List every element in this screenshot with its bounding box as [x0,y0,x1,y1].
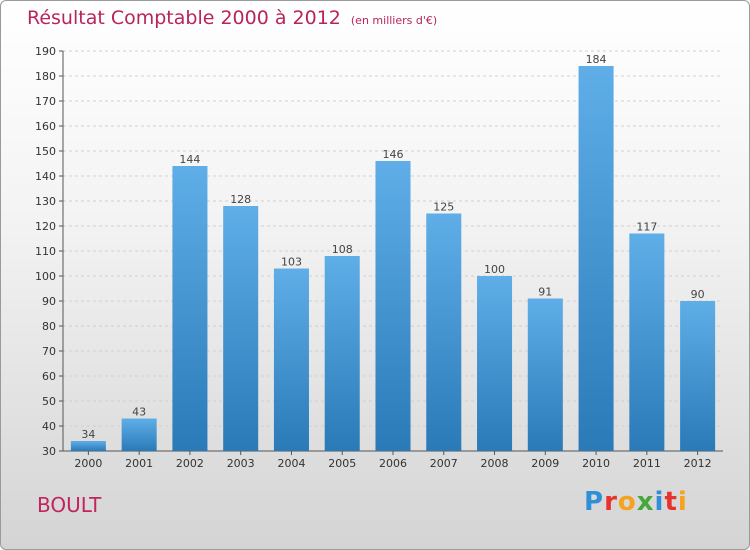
x-tick-label-2008: 2008 [481,457,509,470]
x-tick-label-2011: 2011 [633,457,661,470]
data-label-2004: 103 [281,256,302,269]
logo-letter: o [617,487,637,517]
y-tick-label: 190 [35,45,56,58]
data-label-2007: 125 [433,201,454,214]
y-tick-label: 170 [35,95,56,108]
data-label-2005: 108 [332,243,353,256]
y-tick-label: 90 [42,295,56,308]
bar-2009 [527,298,563,451]
bar-2004 [273,268,309,451]
bar-2011 [629,233,665,451]
chart-labels: 30 40 50 60 70 80 90 100 110 120 130 140 150 160 170 18… [35,45,712,470]
logo-letter: i [677,487,688,517]
bar-2003 [223,206,259,451]
logo-letter: i [654,487,665,517]
x-tick-label-2012: 2012 [684,457,712,470]
data-label-2011: 117 [636,221,657,234]
x-tick-label-2001: 2001 [125,457,153,470]
y-tick-label: 50 [42,395,56,408]
logo-letter: r [604,487,618,517]
logo-letter: t [664,487,678,517]
y-tick-label: 30 [42,445,56,458]
chart-title: Résultat Comptable 2000 à 2012 [27,7,341,29]
y-tick-label: 180 [35,70,56,83]
bar-2010 [578,66,614,451]
x-tick-label-2004: 2004 [277,457,305,470]
bar-2007 [426,213,462,451]
y-tick-label: 130 [35,195,56,208]
data-label-2001: 43 [132,406,146,419]
data-label-2006: 146 [383,148,404,161]
chart-subtitle: (en milliers d'€) [350,14,438,27]
y-tick-label: 120 [35,220,56,233]
logo-letter: x [636,487,655,517]
x-tick-label-2009: 2009 [531,457,559,470]
y-tick-label: 100 [35,270,56,283]
y-tick-label: 70 [42,345,56,358]
bar-2002 [172,166,208,451]
y-tick-label: 110 [35,245,56,258]
bar-2000 [70,441,106,451]
x-tick-label-2002: 2002 [176,457,204,470]
y-tick-label: 150 [35,145,56,158]
data-label-2003: 128 [230,193,251,206]
proxiti-logo[interactable]: Proxiti [584,487,688,517]
data-label-2010: 184 [586,53,607,66]
x-tick-label-2005: 2005 [328,457,356,470]
x-tick-label-2000: 2000 [74,457,102,470]
chart-bars [70,66,716,451]
y-tick-label: 40 [42,420,56,433]
x-tick-label-2006: 2006 [379,457,407,470]
place-name: BOULT [37,493,102,517]
data-label-2012: 90 [691,288,705,301]
bar-2005 [324,256,360,451]
x-tick-label-2007: 2007 [430,457,458,470]
bar-2006 [375,161,411,451]
bar-2001 [121,418,157,451]
data-label-2002: 144 [179,153,200,166]
bar-2012 [680,301,716,451]
x-tick-label-2010: 2010 [582,457,610,470]
data-label-2008: 100 [484,263,505,276]
y-tick-label: 140 [35,170,56,183]
data-label-2009: 91 [538,286,552,299]
logo-letter: P [584,487,605,517]
y-tick-label: 160 [35,120,56,133]
bar-2008 [477,276,513,451]
y-tick-label: 60 [42,370,56,383]
chart-title-block: Résultat Comptable 2000 à 2012 (en millie… [27,7,437,29]
data-label-2000: 34 [81,428,95,441]
y-tick-label: 80 [42,320,56,333]
x-tick-label-2003: 2003 [227,457,255,470]
